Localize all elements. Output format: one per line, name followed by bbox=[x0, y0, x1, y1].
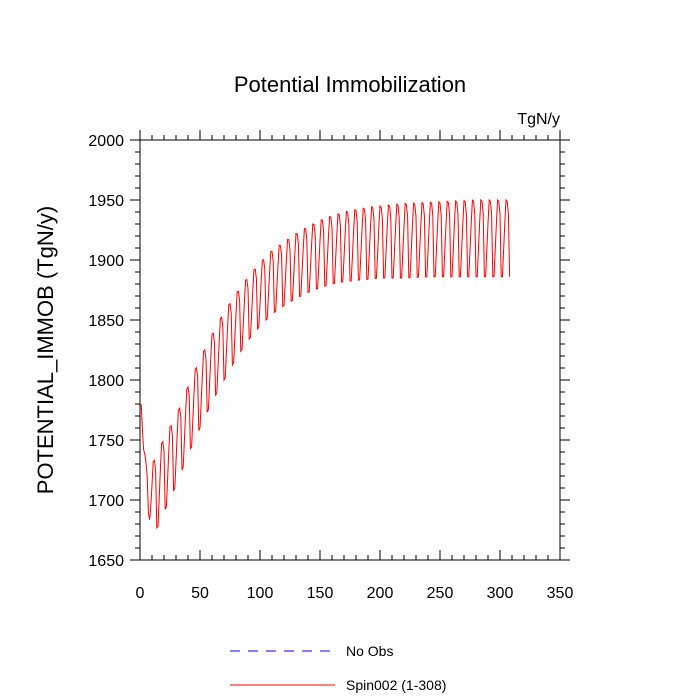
x-tick-label: 50 bbox=[191, 585, 209, 602]
series-line-spin002 bbox=[140, 198, 511, 530]
x-tick-label: 300 bbox=[487, 585, 514, 602]
x-tick-label: 150 bbox=[307, 585, 334, 602]
y-tick-label: 1750 bbox=[88, 433, 124, 450]
x-tick-label: 200 bbox=[367, 585, 394, 602]
plot-frame bbox=[139, 139, 561, 561]
units-label: TgN/y bbox=[517, 111, 560, 128]
y-tick-label: 1950 bbox=[88, 193, 124, 210]
y-tick-label: 2000 bbox=[88, 133, 124, 150]
y-tick-label: 1800 bbox=[88, 373, 124, 390]
chart-title: Potential Immobilization bbox=[234, 72, 466, 97]
y-axis-ticks: 1650 1700 1750 1800 1850 1900 1950 2000 bbox=[88, 133, 570, 570]
x-axis-ticks: 0 50 100 150 200 250 300 350 bbox=[136, 130, 574, 602]
y-tick-label: 1650 bbox=[88, 553, 124, 570]
x-tick-label: 350 bbox=[547, 585, 574, 602]
x-tick-label: 100 bbox=[247, 585, 274, 602]
y-tick-label: 1850 bbox=[88, 313, 124, 330]
legend-label-spin002: Spin002 (1-308) bbox=[346, 677, 446, 693]
y-axis-label: POTENTIAL_IMMOB (TgN/y) bbox=[33, 206, 58, 494]
y-tick-label: 1900 bbox=[88, 253, 124, 270]
y-tick-label: 1700 bbox=[88, 493, 124, 510]
legend-label-no-obs: No Obs bbox=[346, 643, 393, 659]
legend: No Obs Spin002 (1-308) bbox=[230, 643, 446, 693]
x-tick-label: 250 bbox=[427, 585, 454, 602]
x-tick-label: 0 bbox=[136, 585, 145, 602]
